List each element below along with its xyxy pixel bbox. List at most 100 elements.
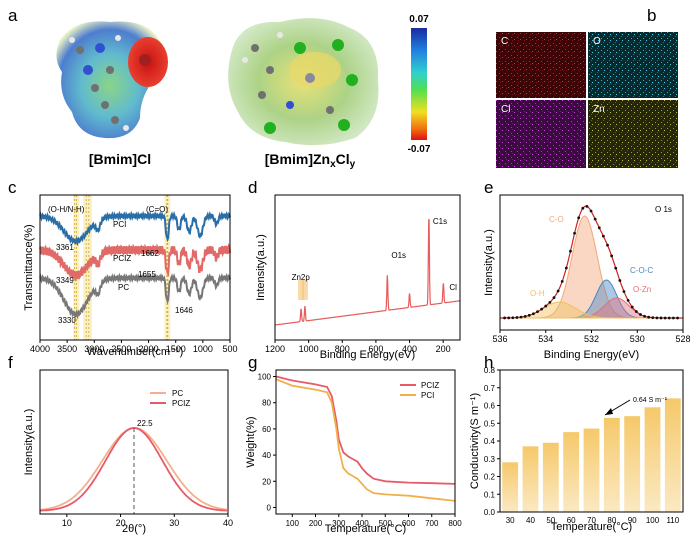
bar-60 — [563, 432, 580, 512]
peak-label-cl: Cl — [449, 283, 457, 292]
annotation-3330: 3330 — [58, 316, 76, 325]
x-tick-label: 70 — [587, 516, 596, 525]
data-point — [622, 290, 626, 293]
data-point — [659, 316, 663, 320]
data-point — [519, 315, 523, 319]
annotation-1646: 1646 — [175, 306, 193, 315]
eds-map-c — [496, 32, 586, 98]
eds-map-o — [588, 32, 678, 98]
ftir-chart: PCI PCIZ PC (O-H/N-H) (C=O) 3361 3349 3330 1662 1… — [23, 194, 238, 358]
data-point — [523, 314, 527, 318]
y-tick-label: 0 — [267, 503, 272, 512]
data-point — [585, 204, 589, 208]
plot-frame — [39, 194, 231, 341]
panel-letter-f: f — [8, 353, 13, 372]
x-tick-label: 800 — [335, 344, 350, 354]
x-axis-label: Temperature(°C) — [325, 523, 406, 535]
plot-frame — [274, 194, 461, 341]
annotation-3361: 3361 — [56, 243, 74, 252]
legend-label-pci: PCI — [113, 220, 126, 229]
xps-survey-chart: C1s O1s Cl Zn2p 1200 1000 800 600 400 200 Binding … — [255, 194, 461, 361]
data-point — [606, 243, 609, 247]
x-tick-label: 300 — [332, 519, 346, 528]
data-point — [593, 217, 597, 221]
data-point — [667, 316, 671, 320]
x-tick-label: 20 — [116, 518, 126, 528]
series-line-PCIZ — [39, 242, 231, 282]
bar-70 — [583, 428, 600, 512]
data-point — [663, 316, 667, 320]
data-point — [540, 307, 544, 311]
data-point — [581, 206, 585, 210]
x-axis-label: Binding Energy(eV) — [320, 349, 415, 361]
legend-label-pci: PCI — [421, 391, 434, 400]
data-point — [556, 289, 560, 293]
x-tick-label: 10 — [62, 518, 72, 528]
eds-label-cl: Cl — [501, 104, 510, 115]
x-tick-label: 60 — [567, 516, 576, 525]
annotation-3349: 3349 — [56, 276, 74, 285]
annotation-1655: 1655 — [138, 270, 156, 279]
peak-label-zn2p: Zn2p — [292, 273, 311, 282]
x-tick-label: 2000 — [139, 344, 159, 354]
data-point — [569, 249, 572, 253]
data-point — [544, 304, 548, 308]
x-tick-label: 40 — [526, 516, 535, 525]
bar-40 — [522, 446, 539, 512]
data-point — [634, 310, 638, 313]
panel-letter-b: b — [647, 6, 657, 25]
x-tick-label: 1000 — [193, 344, 213, 354]
component-label-c-o-c: C-O-C — [630, 266, 653, 275]
data-point — [527, 313, 531, 317]
data-point — [531, 312, 535, 316]
series-line-pc — [39, 427, 227, 511]
plot-frame — [275, 369, 456, 515]
y-axis-label: Intensity(a.u.) — [483, 229, 495, 296]
y-tick-label: 100 — [258, 373, 272, 382]
xps-o1s-chart: O 1s C-O C-O-C O-Zn O-H 536 534 532 530 528 Bindin… — [483, 194, 691, 361]
y-tick-label: 60 — [262, 425, 271, 434]
component-c-o — [500, 215, 683, 319]
x-tick-label: 3500 — [57, 344, 77, 354]
component-label-c-o: C-O — [549, 215, 564, 224]
legend-label-pciz: PCIZ — [172, 399, 190, 408]
component-label-o-zn: O-Zn — [633, 285, 651, 294]
legend-label-pciz: PCIZ — [421, 381, 439, 390]
legend-label-pc: PC — [172, 389, 183, 398]
annotation-arrowhead — [605, 408, 613, 415]
data-point — [671, 316, 675, 320]
x-tick-label: 400 — [355, 519, 369, 528]
eds-label-zn: Zn — [593, 104, 605, 115]
panel-letter-e: e — [484, 178, 494, 197]
data-point — [515, 316, 519, 319]
annotation-oh-nh: (O-H/N-H) — [48, 205, 85, 214]
panel-letter-g: g — [248, 353, 258, 372]
x-axis-label: 2θ(°) — [122, 523, 146, 535]
series-line-pciz — [40, 427, 227, 512]
x-tick-label: 530 — [630, 334, 645, 344]
y-tick-label: 0.0 — [484, 508, 496, 517]
x-tick-label: 500 — [379, 519, 393, 528]
zn2p-highlight — [301, 280, 308, 300]
data-point — [552, 296, 556, 300]
data-point — [610, 254, 614, 258]
x-tick-label: 1500 — [166, 344, 186, 354]
panel-letter-a: a — [8, 6, 18, 25]
x-tick-label: 90 — [628, 516, 637, 525]
survey-spectrum-line — [275, 218, 460, 326]
y-tick-label: 0.4 — [484, 437, 496, 446]
data-point — [548, 300, 552, 304]
x-tick-label: 40 — [223, 518, 233, 528]
esp-colorbar — [411, 28, 427, 140]
x-tick-label: 4000 — [30, 344, 50, 354]
data-point — [647, 315, 651, 319]
x-tick-label: 528 — [675, 334, 690, 344]
data-point — [503, 316, 506, 320]
component-label-o-h: O-H — [530, 289, 545, 298]
bar-100 — [644, 407, 661, 512]
y-tick-label: 0.6 — [484, 402, 496, 411]
x-tick-label: 600 — [402, 519, 416, 528]
x-tick-label: 200 — [436, 344, 451, 354]
